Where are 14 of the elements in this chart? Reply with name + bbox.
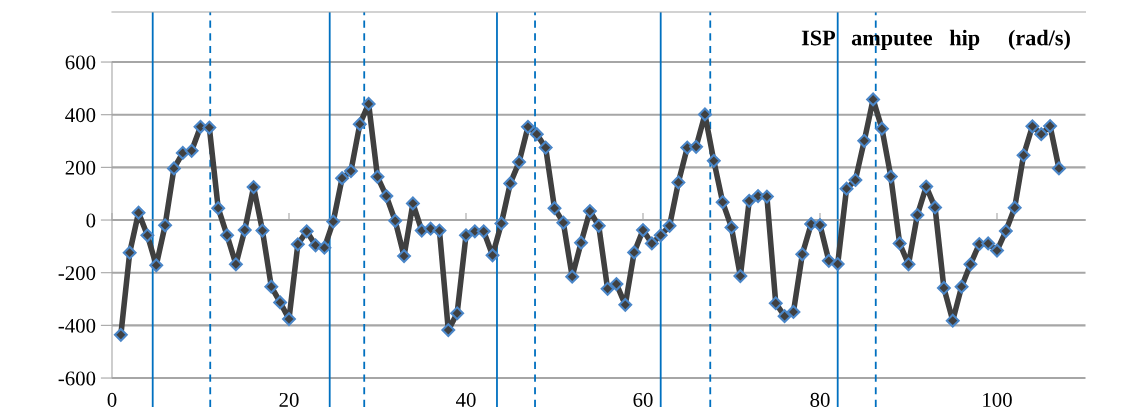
x-tick-label: 0 (107, 392, 117, 407)
x-tick-label: 40 (455, 392, 476, 407)
y-tick-label: 200 (65, 160, 96, 175)
y-tick-label: -400 (58, 318, 96, 333)
x-tick-label: 60 (633, 392, 653, 407)
y-tick-label: -600 (58, 371, 96, 386)
text: ISP amputee hip (rad/s) (801, 29, 1070, 50)
y-tick-label: -200 (58, 266, 96, 281)
y-tick-label: 600 (65, 55, 96, 70)
y-tick-label: 0 (86, 213, 96, 228)
y-tick-label: 400 (65, 108, 96, 123)
x-tick-label: 80 (810, 392, 830, 407)
x-tick-label: 20 (279, 392, 299, 407)
x-tick-label: 100 (983, 392, 1012, 407)
